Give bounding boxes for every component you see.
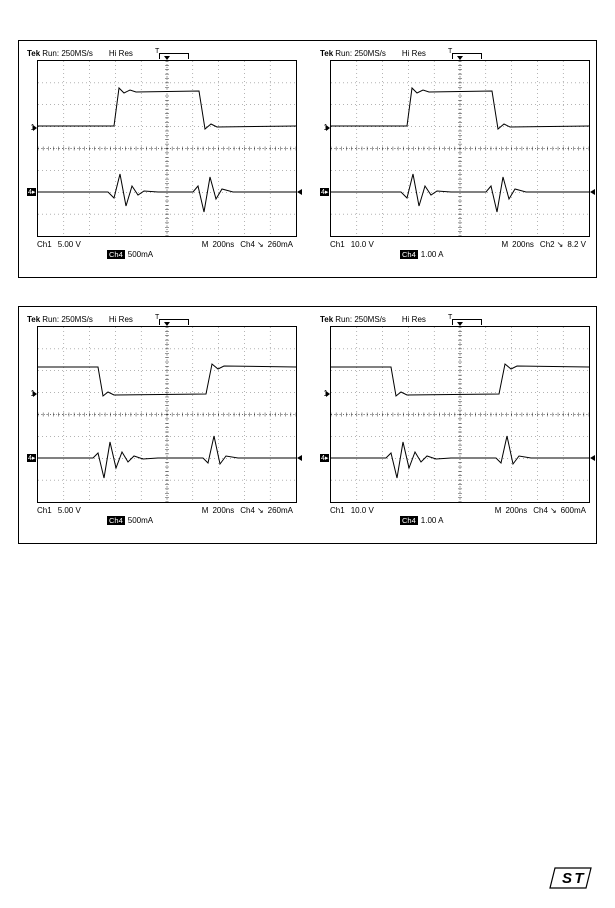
run-label: Run: 250MS/s (42, 315, 93, 324)
ch1-scale: 10.0 V (351, 506, 374, 515)
scope-header: Tek Run: 250MS/s Hi Res T (320, 315, 588, 324)
trigger-arrow-icon (590, 455, 595, 461)
scope-graph: 1 4▸ (330, 326, 590, 503)
trig-level: 260mA (268, 506, 293, 515)
hires-label: Hi Res (109, 49, 133, 58)
top-trigger-icon (164, 322, 170, 326)
svg-text:S: S (562, 870, 572, 887)
t-label: T (155, 314, 159, 321)
trig-level: 600mA (561, 506, 586, 515)
figure-1: Tek Run: 250MS/s Hi Res T 1 4▸ Ch1 5.00 … (18, 40, 597, 278)
run-label: Run: 250MS/s (335, 49, 386, 58)
hires-label: Hi Res (402, 315, 426, 324)
trig-edge-icon: ↘ (257, 240, 264, 249)
scope-2a: Tek Run: 250MS/s Hi Res T 1 4▸ Ch1 5.00 … (27, 315, 295, 525)
trig-level: 260mA (268, 240, 293, 249)
tek-label: Tek (27, 49, 40, 58)
t-label: T (155, 48, 159, 55)
tek-label: Tek (320, 315, 333, 324)
st-logo: S T (549, 866, 593, 890)
figure-2: Tek Run: 250MS/s Hi Res T 1 4▸ Ch1 5.00 … (18, 306, 597, 544)
ch4-marker: 4▸ (27, 454, 36, 462)
hires-label: Hi Res (402, 49, 426, 58)
scope-header: Tek Run: 250MS/s Hi Res T (27, 49, 295, 58)
timebase-m: M (202, 240, 209, 249)
scope-footer: Ch1 5.00 V M 200ns Ch4 ↘ 260mA (37, 506, 295, 515)
scope-header: Tek Run: 250MS/s Hi Res T (320, 49, 588, 58)
scope-footer: Ch1 5.00 V M 200ns Ch4 ↘ 260mA (37, 240, 295, 249)
figure-row: Tek Run: 250MS/s Hi Res T 1 4▸ Ch1 5.00 … (27, 49, 588, 259)
scope-footer2: Ch4 1.00 A (400, 250, 588, 259)
ch4-box: Ch4 (107, 250, 125, 259)
tek-label: Tek (27, 315, 40, 324)
ch1-label: Ch1 (37, 240, 52, 249)
ch4-box: Ch4 (107, 516, 125, 525)
trig-ch: Ch4 (240, 506, 255, 515)
hires-label: Hi Res (109, 315, 133, 324)
tek-label: Tek (320, 49, 333, 58)
trig-level: 8.2 V (567, 240, 586, 249)
scope-graph: 1 4▸ (330, 60, 590, 237)
scope-1b: Tek Run: 250MS/s Hi Res T 1 4▸ Ch1 10.0 … (320, 49, 588, 259)
scope-graph: 1 4▸ (37, 326, 297, 503)
trig-ch: Ch4 (533, 506, 548, 515)
scope-footer: Ch1 10.0 V M 200ns Ch2 ↘ 8.2 V (330, 240, 588, 249)
ch1-marker: 1 (28, 389, 37, 398)
ch4-marker: 4▸ (320, 454, 329, 462)
ch1-marker: 1 (321, 389, 330, 398)
trig-ch: Ch2 (540, 240, 555, 249)
ch4-scale: 500mA (128, 250, 153, 259)
timebase-val: 200ns (212, 506, 234, 515)
scope-footer2: Ch4 1.00 A (400, 516, 588, 525)
trig-ch: Ch4 (240, 240, 255, 249)
timebase-val: 200ns (512, 240, 534, 249)
run-label: Run: 250MS/s (42, 49, 93, 58)
ch1-label: Ch1 (330, 240, 345, 249)
timebase-m: M (202, 506, 209, 515)
scope-1a: Tek Run: 250MS/s Hi Res T 1 4▸ Ch1 5.00 … (27, 49, 295, 259)
ch4-marker: 4▸ (27, 188, 36, 196)
figure-row: Tek Run: 250MS/s Hi Res T 1 4▸ Ch1 5.00 … (27, 315, 588, 525)
scope-2b: Tek Run: 250MS/s Hi Res T 1 4▸ Ch1 10.0 … (320, 315, 588, 525)
page: Tek Run: 250MS/s Hi Res T 1 4▸ Ch1 5.00 … (0, 0, 615, 908)
run-label: Run: 250MS/s (335, 315, 386, 324)
trig-edge-icon: ↘ (257, 506, 264, 515)
ch4-scale: 1.00 A (421, 250, 444, 259)
ch4-box: Ch4 (400, 516, 418, 525)
top-trigger-icon (457, 56, 463, 60)
timebase-val: 200ns (212, 240, 234, 249)
ch4-marker: 4▸ (320, 188, 329, 196)
top-trigger-icon (457, 322, 463, 326)
svg-text:T: T (574, 870, 585, 887)
ch1-scale: 5.00 V (58, 240, 81, 249)
ch1-label: Ch1 (37, 506, 52, 515)
trigger-arrow-icon (297, 189, 302, 195)
scope-footer2: Ch4 500mA (107, 250, 295, 259)
trigger-arrow-icon (590, 189, 595, 195)
ch1-marker: 1 (28, 123, 37, 132)
trig-edge-icon: ↘ (557, 240, 564, 249)
top-trigger-icon (164, 56, 170, 60)
trigger-arrow-icon (297, 455, 302, 461)
ch1-scale: 5.00 V (58, 506, 81, 515)
ch4-scale: 500mA (128, 516, 153, 525)
scope-graph: 1 4▸ (37, 60, 297, 237)
ch4-box: Ch4 (400, 250, 418, 259)
scope-footer: Ch1 10.0 V M 200ns Ch4 ↘ 600mA (330, 506, 588, 515)
trig-edge-icon: ↘ (550, 506, 557, 515)
ch4-scale: 1.00 A (421, 516, 444, 525)
timebase-val: 200ns (505, 506, 527, 515)
t-label: T (448, 314, 452, 321)
ch1-label: Ch1 (330, 506, 345, 515)
timebase-m: M (495, 506, 502, 515)
ch1-marker: 1 (321, 123, 330, 132)
scope-header: Tek Run: 250MS/s Hi Res T (27, 315, 295, 324)
ch1-scale: 10.0 V (351, 240, 374, 249)
timebase-m: M (501, 240, 508, 249)
t-label: T (448, 48, 452, 55)
scope-footer2: Ch4 500mA (107, 516, 295, 525)
